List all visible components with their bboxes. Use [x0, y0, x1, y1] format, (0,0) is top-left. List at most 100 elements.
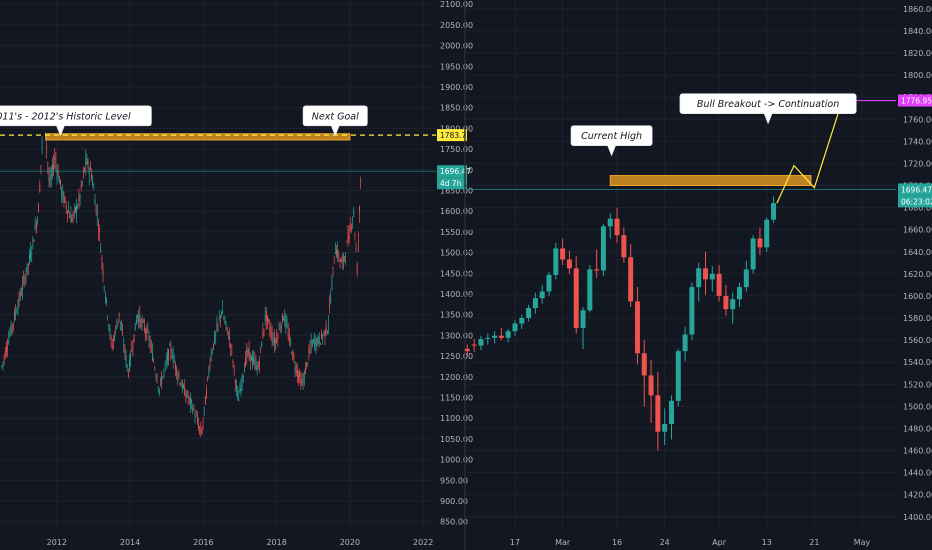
left-candle-body	[164, 363, 166, 366]
left-candle-body	[72, 212, 74, 216]
right-x-tick-label: Apr	[712, 538, 727, 547]
left-candle-body	[276, 337, 278, 342]
left-price-tag-bg	[437, 165, 467, 178]
left-candle-body	[267, 315, 268, 321]
left-y-tick-label: 2100.00	[440, 0, 473, 9]
right-candle-body	[655, 395, 661, 432]
left-candle-body	[83, 172, 84, 174]
left-candle-body	[124, 347, 126, 353]
left-candle-body	[329, 303, 330, 307]
left-candle-body	[222, 309, 224, 314]
left-candle-body	[223, 317, 225, 320]
left-candle-body	[77, 207, 79, 208]
left-y-tick-label: 1550.00	[440, 228, 473, 237]
left-candle-body	[303, 372, 305, 381]
left-candle-body	[66, 210, 68, 215]
right-chart-panel[interactable]: 17 Mar 16 24 Apr 13 21 May 1400.00 1420.00 1440.00…	[464, 0, 932, 547]
left-candle-body	[318, 336, 320, 344]
right-candle-body	[702, 268, 708, 280]
left-candle-body	[352, 219, 353, 220]
historic-level-zone[interactable]	[45, 133, 351, 141]
right-x-tick-label: 21	[809, 538, 819, 547]
left-candle-body	[168, 349, 169, 360]
right-candle-body	[573, 268, 579, 328]
left-candle-body	[288, 334, 290, 341]
right-candle-body	[464, 348, 470, 352]
left-candle-body	[244, 368, 245, 373]
left-candle-body	[57, 171, 59, 179]
left-candle-body	[29, 255, 30, 261]
left-candle-body	[196, 418, 198, 422]
left-candle-body	[190, 397, 191, 405]
left-x-tick-label: 2014	[120, 538, 140, 547]
left-candle-body	[338, 253, 340, 259]
left-candle-body	[242, 376, 244, 378]
left-candle-body	[249, 352, 251, 362]
resistance-price-tag: 1783.72	[440, 131, 471, 140]
left-candle-body	[346, 241, 348, 243]
left-candle-body	[285, 318, 287, 327]
left-candle-body	[279, 329, 281, 331]
left-candle-body	[121, 327, 122, 331]
left-candle-body	[46, 147, 48, 149]
left-candle-body	[284, 314, 286, 322]
right-candle-body	[498, 335, 504, 338]
left-candle-body	[175, 362, 176, 369]
right-candle-body	[634, 301, 640, 354]
left-candle-body	[10, 324, 12, 334]
left-y-tick-label: 1000.00	[440, 456, 473, 465]
left-candle-body	[16, 311, 18, 313]
left-candle-body	[195, 415, 197, 417]
left-candle-body	[111, 345, 113, 349]
left-candle-body	[142, 320, 144, 322]
left-candle-body	[107, 316, 109, 318]
left-candle-body	[84, 168, 86, 172]
right-x-tick-label: 13	[762, 538, 772, 547]
right-candle-body	[492, 335, 498, 338]
left-x-tick-label: 2016	[193, 538, 213, 547]
left-candle-body	[322, 336, 324, 339]
left-y-tick-label: 1250.00	[440, 352, 473, 361]
left-candle-body	[11, 325, 13, 328]
left-candle-body	[37, 218, 38, 222]
left-candle-body	[218, 318, 220, 320]
left-candle-body	[333, 263, 335, 265]
right-y-tick-label: 1440.00	[903, 469, 932, 478]
current-high-zone[interactable]	[609, 175, 812, 186]
left-y-tick-label: 1350.00	[440, 311, 473, 320]
left-candle-body	[137, 315, 138, 318]
left-chart-panel[interactable]: 2012 2014 2016 2018 2020 2022 850.00 900.00 950.…	[0, 0, 473, 547]
left-candle-body	[94, 198, 96, 205]
left-candle-body	[353, 211, 355, 215]
left-candle-body	[118, 312, 120, 317]
left-x-tick-label: 2020	[340, 538, 360, 547]
left-candle-body	[40, 165, 42, 166]
left-candle-body	[129, 359, 130, 370]
left-candle-body	[38, 204, 40, 213]
left-candle-body	[208, 370, 210, 375]
left-candle-body	[99, 230, 100, 232]
left-candle-body	[87, 161, 89, 168]
left-candle-body	[161, 379, 163, 385]
left-y-tick-label: 1850.00	[440, 104, 473, 113]
left-candle-body	[2, 361, 4, 363]
left-candle-body	[277, 334, 279, 340]
left-candle-body	[25, 274, 27, 277]
left-candle-body	[155, 375, 157, 377]
breakout-callout-bubble	[679, 93, 857, 125]
right-candle-body	[607, 218, 613, 227]
left-candle-body	[306, 362, 307, 364]
historic-level-callout-text: 2011's - 2012's Historic Level	[0, 111, 131, 122]
right-y-tick-label: 1480.00	[903, 424, 932, 433]
left-candle-body	[231, 347, 233, 349]
left-y-tick-label: 1450.00	[440, 269, 473, 278]
left-candle-body	[240, 385, 242, 391]
left-candle-body	[54, 156, 56, 160]
right-y-tick-label: 1840.00	[903, 27, 932, 36]
left-candle-body	[232, 361, 234, 364]
left-candle-body	[317, 336, 319, 343]
projection-path[interactable]	[776, 102, 843, 204]
left-candle-body	[332, 266, 334, 269]
left-candle-body	[192, 408, 194, 412]
